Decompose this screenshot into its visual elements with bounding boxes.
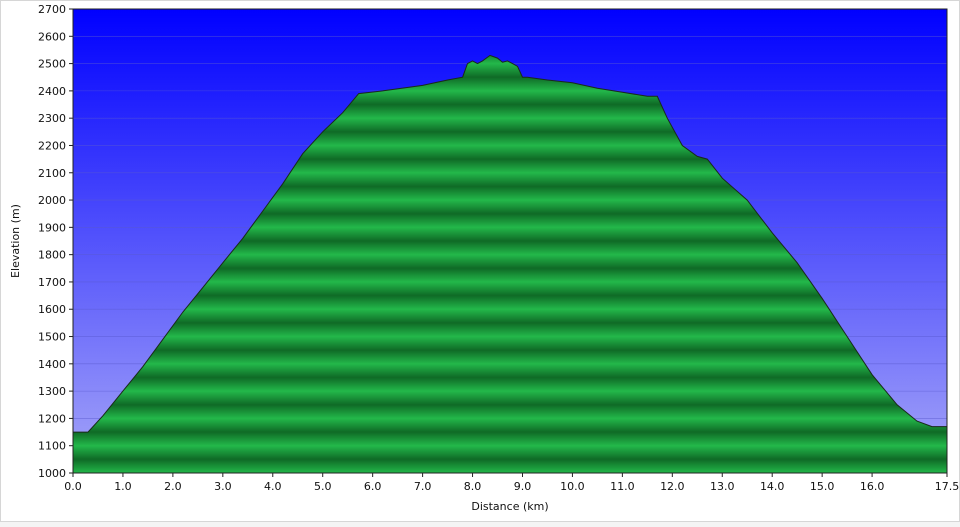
x-tick-label: 17.5 [935,480,960,493]
y-tick-label: 1900 [38,221,66,234]
y-tick-label: 2500 [38,58,66,71]
y-axis-title: Elevation (m) [9,204,22,278]
y-tick-label: 2200 [38,139,66,152]
y-tick-label: 1000 [38,467,66,480]
x-tick-label: 16.0 [860,480,885,493]
x-tick-label: 14.0 [760,480,785,493]
x-tick-label: 10.0 [560,480,585,493]
y-tick-label: 1600 [38,303,66,316]
x-axis-title: Distance (km) [471,500,548,513]
x-tick-label: 3.0 [214,480,232,493]
x-tick-label: 6.0 [364,480,382,493]
x-axis-ticks: 0.0 1.0 2.0 3.0 4.0 5.0 6.0 7.0 8.0 9.0 10.0 11.0 12… [64,473,959,493]
y-tick-label: 2600 [38,30,66,43]
x-tick-label: 0.0 [64,480,82,493]
y-axis-ticks: 1000 1100 1200 1300 1400 1500 1600 1700 1800 1900… [38,3,73,480]
y-tick-label: 1800 [38,249,66,262]
y-tick-label: 2000 [38,194,66,207]
y-tick-label: 2300 [38,112,66,125]
y-tick-label: 2400 [38,85,66,98]
x-tick-label: 4.0 [264,480,282,493]
x-tick-label: 15.0 [810,480,835,493]
x-tick-label: 7.0 [414,480,432,493]
y-tick-label: 1500 [38,331,66,344]
y-tick-label: 1300 [38,385,66,398]
x-tick-label: 8.0 [464,480,482,493]
x-tick-label: 11.0 [610,480,635,493]
x-tick-label: 12.0 [660,480,685,493]
y-tick-label: 1700 [38,276,66,289]
x-tick-label: 9.0 [514,480,532,493]
y-tick-label: 2700 [38,3,66,16]
x-tick-label: 2.0 [164,480,182,493]
y-tick-label: 2100 [38,167,66,180]
plot-border [72,8,948,474]
x-tick-label: 5.0 [314,480,332,493]
x-tick-label: 13.0 [710,480,735,493]
x-tick-label: 1.0 [114,480,132,493]
y-tick-label: 1400 [38,358,66,371]
y-tick-label: 1100 [38,440,66,453]
y-tick-label: 1200 [38,412,66,425]
elevation-area [73,54,947,473]
